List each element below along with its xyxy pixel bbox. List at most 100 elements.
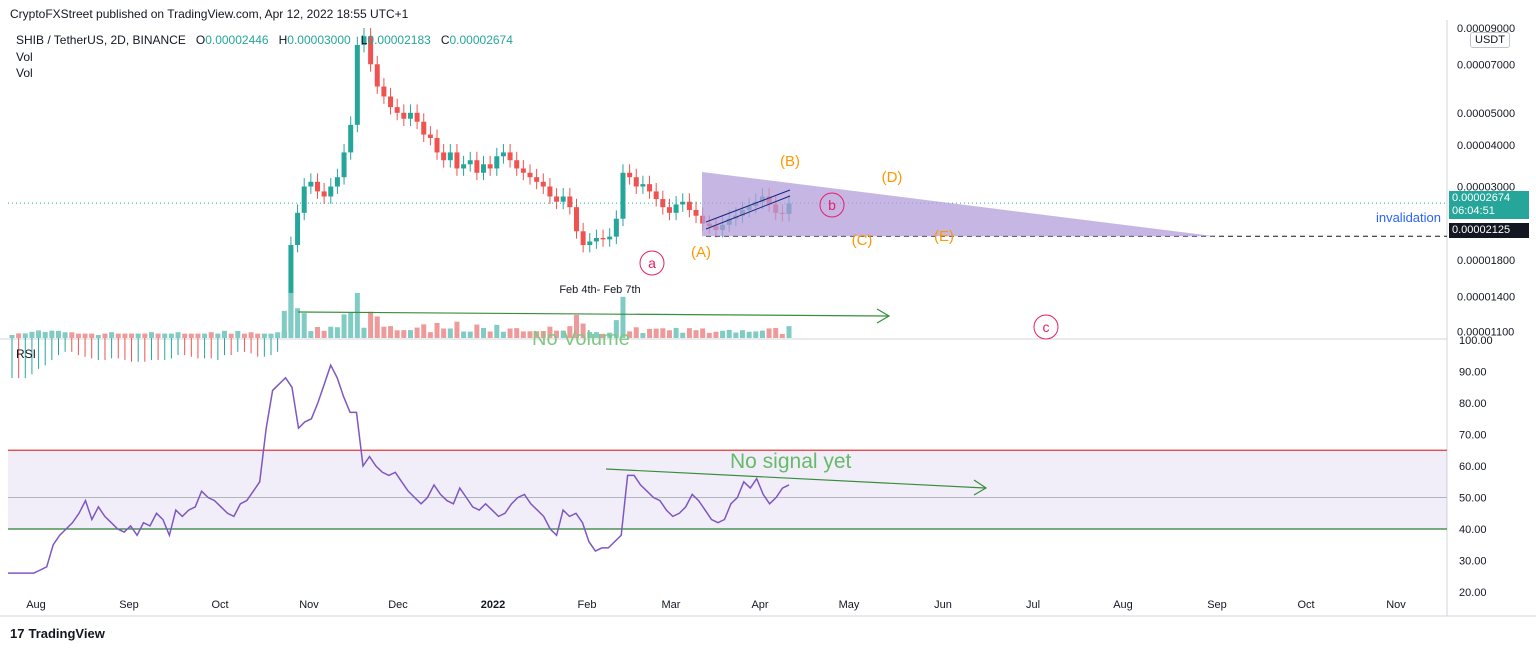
candle-body bbox=[507, 152, 513, 161]
rsi-line bbox=[8, 363, 790, 574]
rsi-tick-label: 30.00 bbox=[1459, 556, 1487, 568]
volume-bar bbox=[155, 333, 161, 338]
volume-bar bbox=[534, 331, 540, 338]
candle-body bbox=[434, 137, 440, 153]
time-tick-label: Jul bbox=[1026, 599, 1040, 611]
volume-bar bbox=[587, 332, 593, 338]
currency-badge[interactable]: USDT bbox=[1470, 32, 1510, 48]
candle-body bbox=[680, 201, 686, 205]
candle-body bbox=[520, 168, 526, 173]
volume-bar bbox=[507, 328, 513, 338]
volume-bar bbox=[261, 333, 267, 338]
bar-countdown: 06:04:51 bbox=[1452, 205, 1495, 217]
volume-bar bbox=[388, 326, 394, 338]
volume-indicator-label-1[interactable]: Vol bbox=[16, 50, 33, 64]
volume-bar bbox=[540, 331, 546, 338]
volume-arrow-head bbox=[876, 308, 891, 324]
volume-bar bbox=[22, 333, 28, 338]
candle-body bbox=[301, 186, 307, 213]
price-tick-label: 0.00001400 bbox=[1457, 291, 1515, 303]
candle-body bbox=[607, 236, 613, 240]
volume-bar bbox=[686, 328, 692, 338]
volume-bar bbox=[613, 320, 619, 338]
tradingview-logo[interactable]: 17 TradingView bbox=[10, 626, 105, 641]
candle-body bbox=[647, 184, 653, 192]
time-tick-label: Oct bbox=[1297, 599, 1314, 611]
candle-body bbox=[295, 212, 301, 246]
price-tick-label: 0.00001100 bbox=[1457, 326, 1514, 338]
volume-bar bbox=[773, 328, 779, 338]
triangle-zone bbox=[702, 172, 1215, 237]
volume-bar bbox=[779, 334, 785, 338]
no-signal-note: No signal yet bbox=[730, 450, 852, 473]
time-tick-label: Mar bbox=[662, 599, 681, 611]
volume-bar bbox=[188, 333, 194, 338]
time-tick-label: Oct bbox=[211, 599, 228, 611]
volume-bar bbox=[447, 328, 453, 338]
volume-bar bbox=[500, 331, 506, 338]
time-tick-label: May bbox=[839, 599, 860, 611]
volume-bar bbox=[746, 331, 752, 338]
volume-bar bbox=[401, 330, 407, 338]
volume-bar bbox=[580, 323, 586, 338]
volume-bar bbox=[753, 331, 759, 338]
volume-bar bbox=[195, 333, 201, 338]
time-tick-label: Apr bbox=[751, 599, 768, 611]
volume-arrow-line bbox=[297, 311, 889, 317]
volume-bar bbox=[427, 332, 433, 338]
volume-bar bbox=[168, 333, 174, 338]
symbol-title[interactable]: SHIB / TetherUS, 2D, BINANCE bbox=[16, 33, 186, 47]
rsi-arrow-line bbox=[605, 468, 986, 489]
tradingview-logo-text: TradingView bbox=[28, 626, 105, 641]
candle-body bbox=[693, 209, 699, 216]
volume-bar bbox=[248, 332, 254, 338]
candle-body bbox=[567, 196, 573, 208]
volume-bar bbox=[706, 332, 712, 338]
price-tick-label: 0.00004000 bbox=[1457, 140, 1515, 152]
volume-bar bbox=[394, 330, 400, 338]
volume-bar bbox=[115, 333, 121, 338]
candle-body bbox=[334, 177, 340, 187]
volume-bar bbox=[740, 330, 746, 338]
volume-bar bbox=[700, 328, 706, 338]
rsi-indicator-label[interactable]: RSI bbox=[16, 347, 37, 361]
candle-body bbox=[487, 164, 493, 169]
candle-body bbox=[328, 186, 334, 197]
volume-bar bbox=[547, 326, 553, 338]
volume-bar bbox=[693, 330, 699, 338]
volume-bar bbox=[148, 332, 154, 338]
volume-bar bbox=[182, 333, 188, 338]
volume-bar bbox=[314, 326, 320, 338]
volume-bar bbox=[733, 332, 739, 338]
candle-body bbox=[573, 207, 579, 232]
ohlc-l-label: L bbox=[360, 33, 368, 47]
volume-bar bbox=[162, 333, 168, 338]
volume-bar bbox=[255, 333, 261, 338]
last-price-value: 0.00002674 bbox=[1452, 192, 1511, 204]
rsi-band-fill bbox=[8, 450, 1447, 529]
volume-bar bbox=[374, 316, 380, 338]
volume-bar bbox=[16, 333, 22, 338]
time-tick-label: Feb bbox=[578, 599, 597, 611]
rsi-tick-label: 90.00 bbox=[1459, 367, 1487, 379]
candle-body bbox=[540, 181, 546, 187]
volume-indicator-label-2[interactable]: Vol bbox=[16, 66, 33, 80]
volume-bar bbox=[527, 331, 533, 338]
volume-bar bbox=[222, 330, 228, 338]
rsi-tick-label: 70.00 bbox=[1459, 430, 1487, 442]
ohlc-h-value: 0.00003000 bbox=[287, 33, 351, 47]
volume-bar bbox=[241, 333, 247, 338]
candle-body bbox=[587, 241, 593, 246]
last-price-tag: 0.00002674 06:04:51 bbox=[1449, 191, 1529, 219]
candle-body bbox=[560, 196, 566, 202]
candle-body bbox=[633, 177, 639, 187]
time-tick-label: Nov bbox=[299, 599, 319, 611]
candle-body bbox=[348, 124, 354, 153]
candle-body bbox=[613, 218, 619, 237]
ohlc-o-label: O bbox=[195, 33, 206, 47]
candle-body bbox=[308, 181, 314, 187]
volume-bar bbox=[129, 333, 135, 338]
price-tick-label: 0.00001800 bbox=[1457, 255, 1515, 267]
candle-body bbox=[534, 177, 540, 182]
